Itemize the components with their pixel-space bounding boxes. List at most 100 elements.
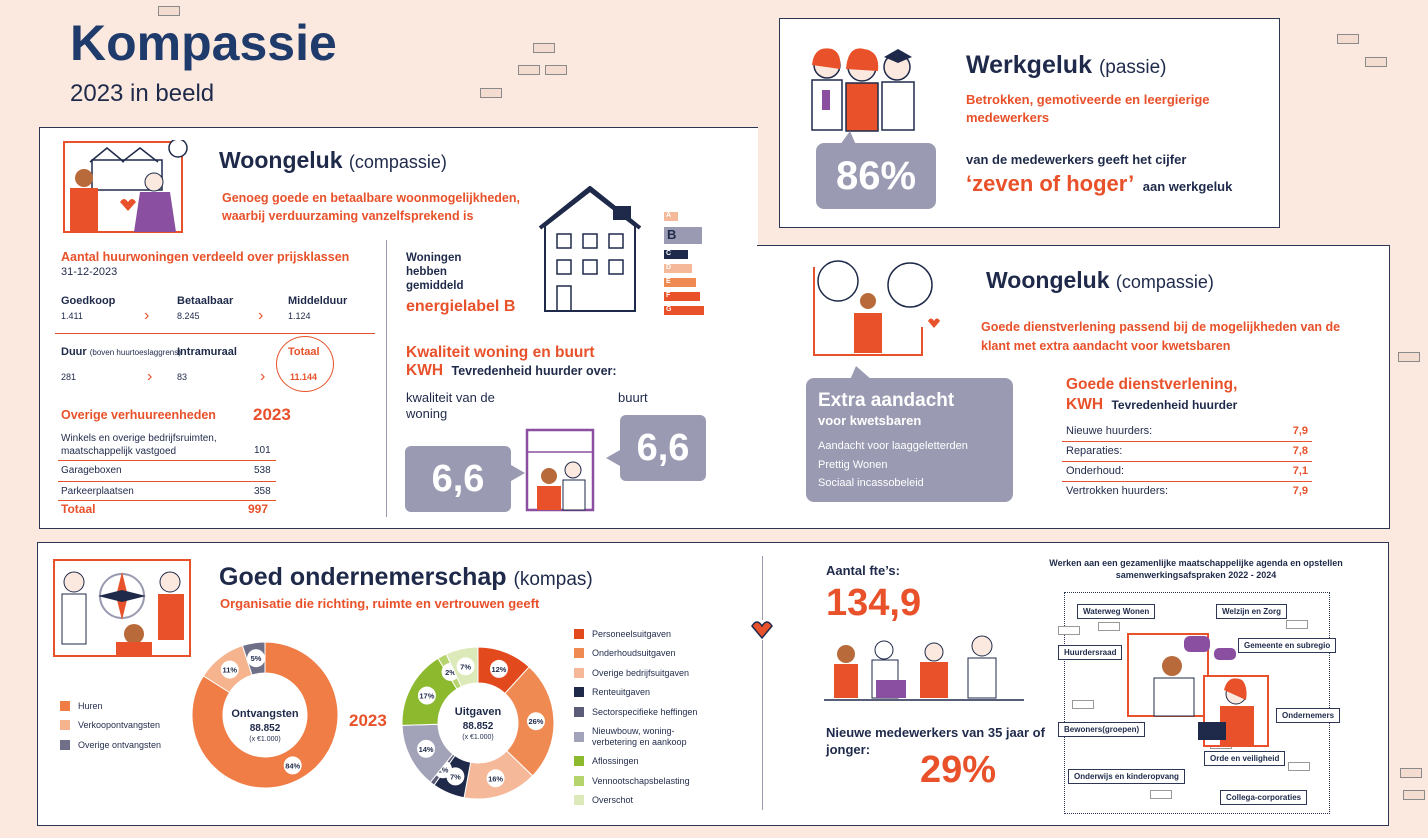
legend-swatch [60,739,70,750]
partner-tag: Collega-corporaties [1220,790,1308,805]
legend-label: Nieuwbouw, woning-verbetering en aankoop [592,725,687,747]
extra-item: Aandacht voor laaggeletterden [818,440,968,452]
energy-class-a: A [664,212,678,221]
divider [55,333,375,334]
decor-brick [533,43,555,53]
partner-tag: Gemeente en subregio [1238,638,1337,653]
cooperation-illustration [1124,630,1272,748]
legend-item: Personeelsuitgaven [574,624,724,644]
other-label: Parkeerplaatsen [61,486,134,497]
other-label: Winkels en overige bedrijfsruimten, maat… [61,433,217,457]
data-label-bg [456,657,475,676]
expense-chart-unit: (x €1.000) [462,734,494,741]
service-row: Vertrokken huurders: 7,9 [1062,482,1312,502]
legend-swatch [574,795,584,806]
divider [762,556,763,810]
donut-hole [438,683,518,763]
agenda-title: Werken aan een gezamenlijke maatschappel… [1049,558,1343,580]
decor-box [1288,762,1310,771]
compass-illustration [52,552,192,660]
data-label: 2% [445,668,456,677]
woning-score: 6,6 [431,457,485,500]
other-year: 2023 [253,405,291,424]
legend-label: Huren [78,700,103,711]
staff-illustration [824,628,1024,702]
other-value: 538 [254,465,271,476]
other-value: 101 [254,445,271,456]
buurt-label: buurt [618,390,648,405]
werkgeluk-text2: aan werkgeluk [1142,179,1233,194]
partner-tag: Waterweg Wonen [1077,604,1156,619]
legend-label: Personeelsuitgaven [592,628,672,639]
ondernemerschap-title: Goed ondernemerschap [219,563,507,591]
decor-brick [518,65,540,75]
werkgeluk-text1: van de medewerkers geeft het cijfer [966,152,1187,167]
legend-swatch [60,700,70,711]
werkgeluk-percent: 86% [835,153,917,198]
ondernemerschap-title-suffix: (kompas) [513,569,593,590]
legend-swatch [574,731,584,742]
chevron-right-icon: › [258,307,264,324]
energy-scale: A B C D E F G [664,212,714,320]
data-label-bg [247,649,266,668]
finance-year: 2023 [349,711,387,730]
rent-value: 83 [177,372,188,382]
legend-label: Verkoopontvangsten [78,720,161,731]
legend-item: Aflossingen [574,752,724,772]
service-label: Vertrokken huurders: [1066,485,1169,497]
legend-swatch [574,706,584,717]
young-label: Nieuwe medewerkers van 35 jaar of jonger… [826,725,1045,757]
kwh-title: Kwaliteit woning en buurt [406,344,595,361]
legend-label: Sectorspecifieke heffingen [592,706,698,717]
data-label-bg [486,769,505,788]
chevron-right-icon: › [260,368,266,385]
service-label: Reparaties: [1066,445,1123,457]
legend-label: Overige ontvangsten [78,739,162,750]
service-score: 7,9 [1292,425,1308,437]
chevron-right-icon: › [144,307,150,324]
decor-brick [1400,768,1422,778]
donut-hole [223,673,307,757]
legend-swatch [574,775,584,786]
legend-item: Renteuitgaven [574,683,724,703]
rent-date: 31-12-2023 [61,266,118,278]
divider [386,240,387,517]
partner-network [1064,592,1330,814]
young-value: 29% [920,749,997,791]
legend-label: Onderhoudsuitgaven [592,648,676,659]
werkgeluk-title-suffix: (passie) [1098,57,1167,78]
income-legend: Huren Verkoopontvangsten Overige ontvang… [60,696,161,755]
data-label-bg [526,712,545,731]
service-score: 7,1 [1292,465,1308,477]
energy-label: energielabel B [406,298,516,315]
heart-icon [748,620,776,640]
energy-class-c: C [664,250,688,259]
bubble-tail [840,131,856,145]
service-row: Nieuwe huurders: 7,9 [1062,422,1312,442]
service-row: Onderhoud: 7,1 [1062,462,1312,482]
income-donut-chart: 84% 11% 5% [191,641,339,789]
ondernemerschap-description: Organisatie die richting, ruimte en vert… [220,596,540,611]
decor-box [1150,790,1172,799]
legend-item: Overige bedrijfsuitgaven [574,663,724,683]
expense-chart-title: Uitgaven [454,706,502,718]
couple-house-illustration [62,138,192,240]
energy-text: Woningen hebben gemiddeld [406,252,464,292]
data-label: 12% [491,665,506,674]
energy-class-g: G [664,306,704,315]
werkgeluk-panel: Werkgeluk (passie) Betrokken, gemotiveer… [779,18,1280,228]
house-illustration [535,185,645,316]
divider [58,500,276,501]
woongeluk1-description: Genoeg goede en betaalbare woonmogelijkh… [222,191,520,223]
other-total-label: Totaal [61,502,96,516]
werkgeluk-quote: ‘zeven of hoger’ [966,171,1135,196]
service-score: 7,9 [1292,485,1308,497]
expense-legend: Personeelsuitgaven Onderhoudsuitgaven Ov… [574,624,724,810]
window-couple-illustration [525,428,595,512]
extra-item: Sociaal incassobeleid [818,477,924,489]
partner-tag: Welzijn en Zorg [1216,604,1287,619]
legend-item: Vennootschapsbelasting [574,771,724,791]
other-total-value: 997 [248,502,269,516]
woongeluk2-title-suffix: (compassie) [1115,272,1214,292]
rent-label: Duur [61,346,87,358]
